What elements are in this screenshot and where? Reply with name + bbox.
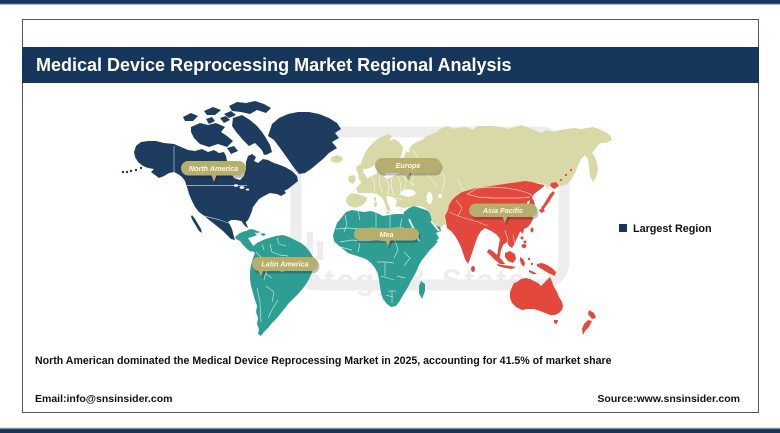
svg-text:Latin America: Latin America xyxy=(261,260,308,269)
svg-text:Europe: Europe xyxy=(396,161,421,170)
svg-text:Mea: Mea xyxy=(380,230,394,239)
svg-text:Asia Pacific: Asia Pacific xyxy=(482,206,523,215)
svg-text:North America: North America xyxy=(189,164,238,173)
